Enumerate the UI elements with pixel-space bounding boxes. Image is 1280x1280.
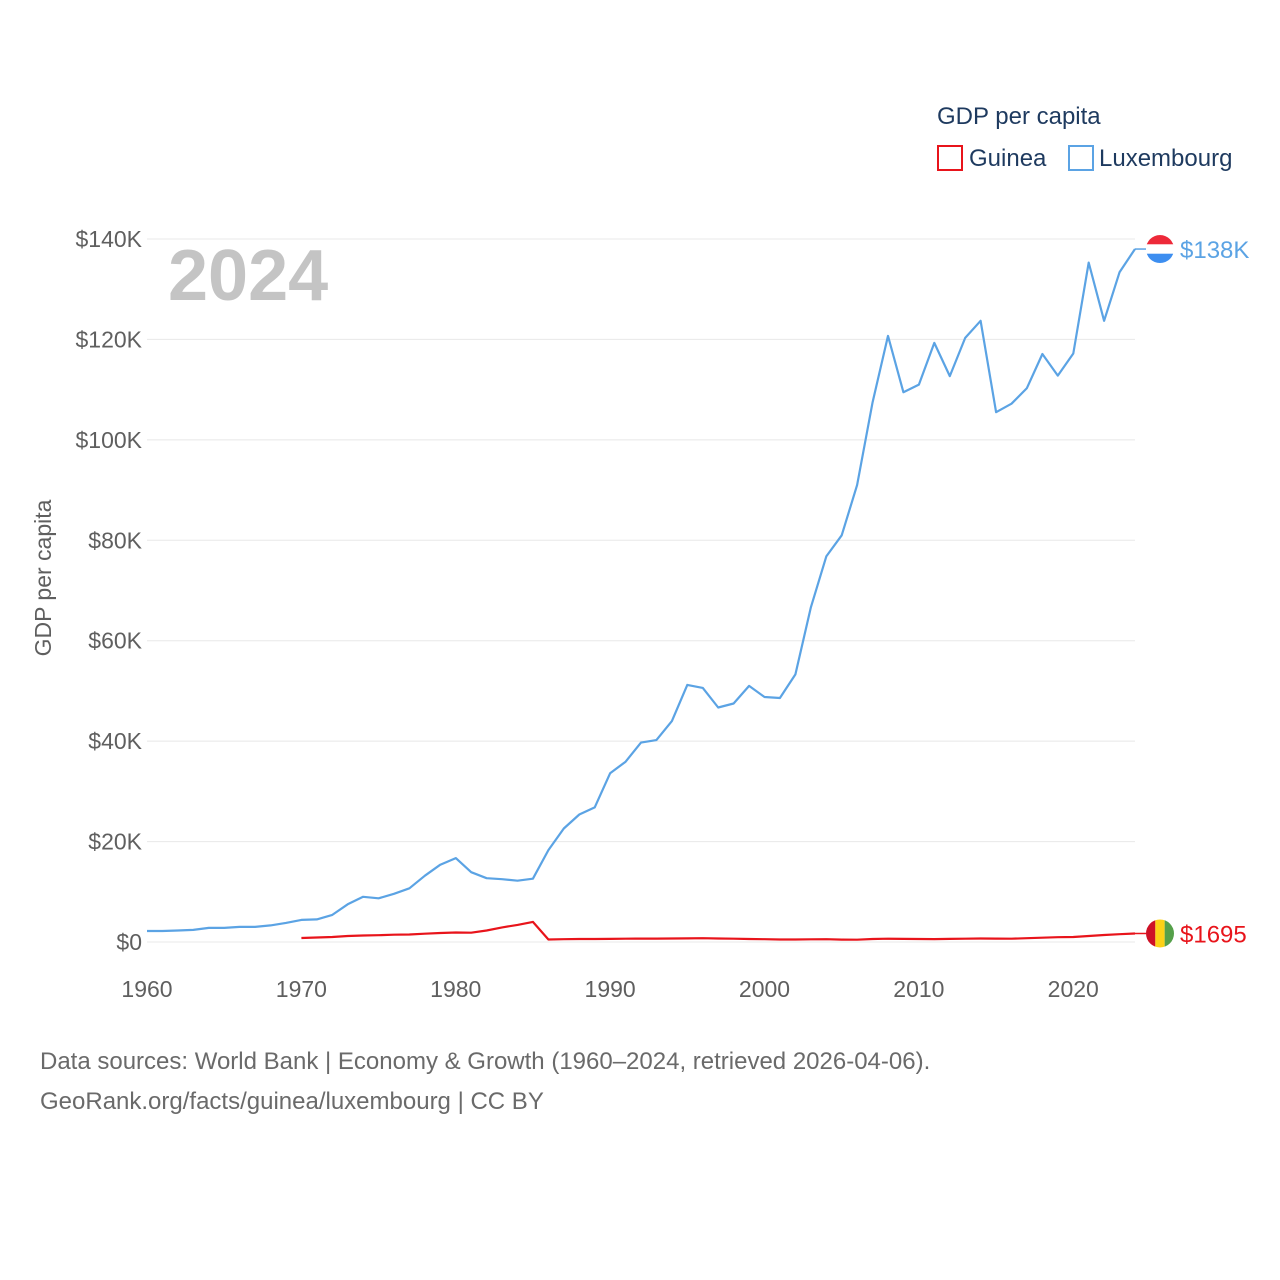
- series-line-luxembourg[interactable]: [147, 248, 1136, 933]
- x-tick-label: 1970: [276, 976, 327, 1002]
- end-label-guinea: $1695: [1180, 921, 1247, 948]
- legend-swatch-guinea[interactable]: [937, 145, 963, 171]
- x-axis-ticks: 1960 1970 1980 1990 2000 2010 2020: [121, 976, 1098, 1002]
- x-tick-label: 1960: [121, 976, 172, 1002]
- data-source: Data sources: World Bank | Economy & Gro…: [40, 1042, 930, 1122]
- y-tick-label: $40K: [88, 728, 142, 754]
- legend-label-luxembourg[interactable]: Luxembourg: [1099, 145, 1232, 172]
- y-tick-label: $20K: [88, 829, 142, 855]
- source-line-1: Data sources: World Bank | Economy & Gro…: [40, 1048, 931, 1075]
- y-tick-label: $0: [116, 929, 142, 955]
- x-tick-label: 2000: [739, 976, 790, 1002]
- y-tick-label: $80K: [88, 527, 142, 553]
- luxembourg-flag-icon: [1146, 235, 1174, 264]
- legend[interactable]: GDP per capita Guinea Luxembourg: [937, 103, 1232, 172]
- end-label-luxembourg: $138K: [1180, 237, 1249, 264]
- year-label: 2024: [168, 236, 328, 316]
- source-line-2: GeoRank.org/facts/guinea/luxembourg | CC…: [40, 1088, 544, 1115]
- y-tick-label: $140K: [75, 226, 142, 252]
- series-lines: [147, 248, 1136, 941]
- legend-title: GDP per capita: [937, 103, 1101, 130]
- legend-label-guinea[interactable]: Guinea: [969, 145, 1047, 172]
- x-tick-label: 2010: [893, 976, 944, 1002]
- y-tick-label: $100K: [75, 427, 142, 453]
- y-axis-ticks: $0 $20K $40K $60K $80K $100K $120K $140K: [75, 226, 142, 955]
- guinea-flag-icon: [1146, 919, 1174, 948]
- y-tick-label: $120K: [75, 326, 142, 352]
- x-tick-label: 2020: [1048, 976, 1099, 1002]
- y-axis-label: GDP per capita: [30, 499, 56, 656]
- gridlines: [147, 238, 1135, 943]
- series-end-labels: $1695 $138K: [1135, 235, 1249, 948]
- series-line-guinea[interactable]: [301, 920, 1136, 941]
- y-tick-label: $60K: [88, 628, 142, 654]
- x-tick-label: 1980: [430, 976, 481, 1002]
- legend-swatch-luxembourg[interactable]: [1068, 145, 1094, 171]
- x-tick-label: 1990: [585, 976, 636, 1002]
